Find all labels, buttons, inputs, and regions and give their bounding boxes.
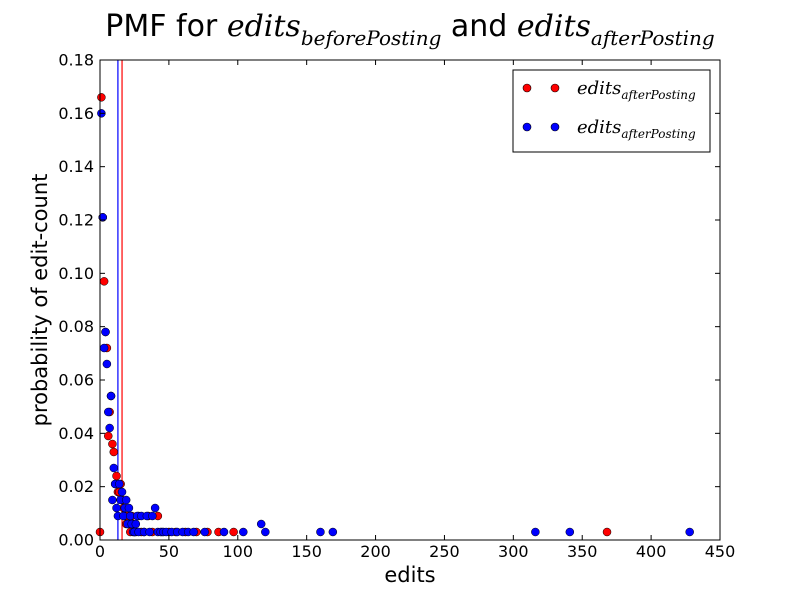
x-tick-label: 400 [636,542,667,561]
y-tick-label: 0.12 [58,211,94,230]
data-point [256,519,266,529]
x-tick-label: 100 [223,542,254,561]
data-point [189,527,198,537]
reference-lines [117,60,123,540]
legend-marker-blue-right [550,122,560,132]
x-axis-label: edits [384,563,435,587]
series-1-points [97,109,694,537]
data-point [101,327,110,337]
x-axis: 0 50 100 150 200 250 300 350 400 450 [95,60,735,561]
data-point [104,431,113,441]
y-tick-label: 0.06 [58,371,94,390]
data-point [685,527,694,537]
data-point [150,503,160,513]
legend-entry-blue: editsafterPosting [522,117,696,141]
data-point [109,447,119,457]
legend-label-red-base: edits [577,78,621,99]
x-tick-label: 450 [705,542,736,561]
legend: editsafterPosting editsafterPosting [512,69,711,153]
data-point [121,495,131,505]
x-tick-label: 200 [360,542,391,561]
data-point [148,511,157,521]
legend-label-red-subscript: afterPosting [621,88,696,102]
x-tick-label: 250 [429,542,460,561]
y-tick-label: 0.04 [58,424,94,443]
legend-box [512,69,711,153]
svg-text:editsafterPosting: editsafterPosting [577,117,696,141]
data-point [112,503,121,513]
x-tick-label: 0 [95,542,105,561]
svg-text:PMF for editsbeforePosting and: PMF for editsbeforePosting and editsafte… [105,9,714,50]
svg-text:editsafterPosting: editsafterPosting [577,78,696,102]
data-point [106,391,116,401]
x-tick-label: 50 [159,542,179,561]
data-point [328,527,338,537]
data-point [115,479,124,489]
x-tick-label: 150 [291,542,322,561]
data-point [219,527,229,537]
data-point [109,463,119,473]
y-tick-label: 0.08 [58,317,94,336]
y-tick-label: 0.02 [58,477,94,496]
data-point [261,527,270,537]
data-point [99,277,109,286]
data-point [124,503,134,513]
y-tick-label: 0.18 [58,51,94,70]
data-point [98,213,108,222]
legend-label-blue-subscript: afterPosting [621,127,696,141]
y-axis: 0.00 0.02 0.04 0.06 0.08 0.10 0.12 0.14 0.16 0.18 [58,51,720,550]
title-term1-base: edits [227,9,301,44]
data-point [316,527,325,537]
data-point [97,93,106,102]
y-tick-label: 0.10 [58,264,94,283]
chart-title: PMF for editsbeforePosting and editsafte… [105,9,714,50]
legend-label-blue-base: edits [577,117,621,138]
data-point [108,439,117,449]
y-tick-label: 0.14 [58,157,94,176]
plot-frame [99,59,721,541]
legend-entry-red: editsafterPosting [522,78,696,102]
data-point [105,423,114,433]
x-tick-label: 300 [498,542,529,561]
x-tick-label: 350 [567,542,598,561]
title-term1-subscript: beforePosting [301,26,442,50]
y-axis-label: probability of edit-count [28,174,52,427]
data-point [531,527,540,537]
data-point [229,527,238,537]
data-point [131,519,141,529]
data-point [108,495,117,505]
title-term2-base: edits [517,9,591,44]
title-prefix: PMF for [105,9,227,44]
legend-marker-red-left [522,83,532,93]
data-point [99,343,109,353]
data-point [117,487,127,497]
data-point [239,527,248,537]
data-point [112,471,121,481]
data-point [565,527,575,537]
title-term2-subscript: afterPosting [591,26,715,50]
y-tick-label: 0.00 [58,531,94,550]
data-points [95,93,694,537]
data-point [145,527,154,537]
legend-marker-red-right [550,83,560,93]
legend-marker-blue-left [522,122,532,132]
data-point [104,407,113,417]
title-joiner: and [441,9,517,44]
data-point [602,527,612,537]
y-tick-label: 0.16 [58,104,94,123]
data-point [200,527,209,537]
data-point [102,359,112,369]
